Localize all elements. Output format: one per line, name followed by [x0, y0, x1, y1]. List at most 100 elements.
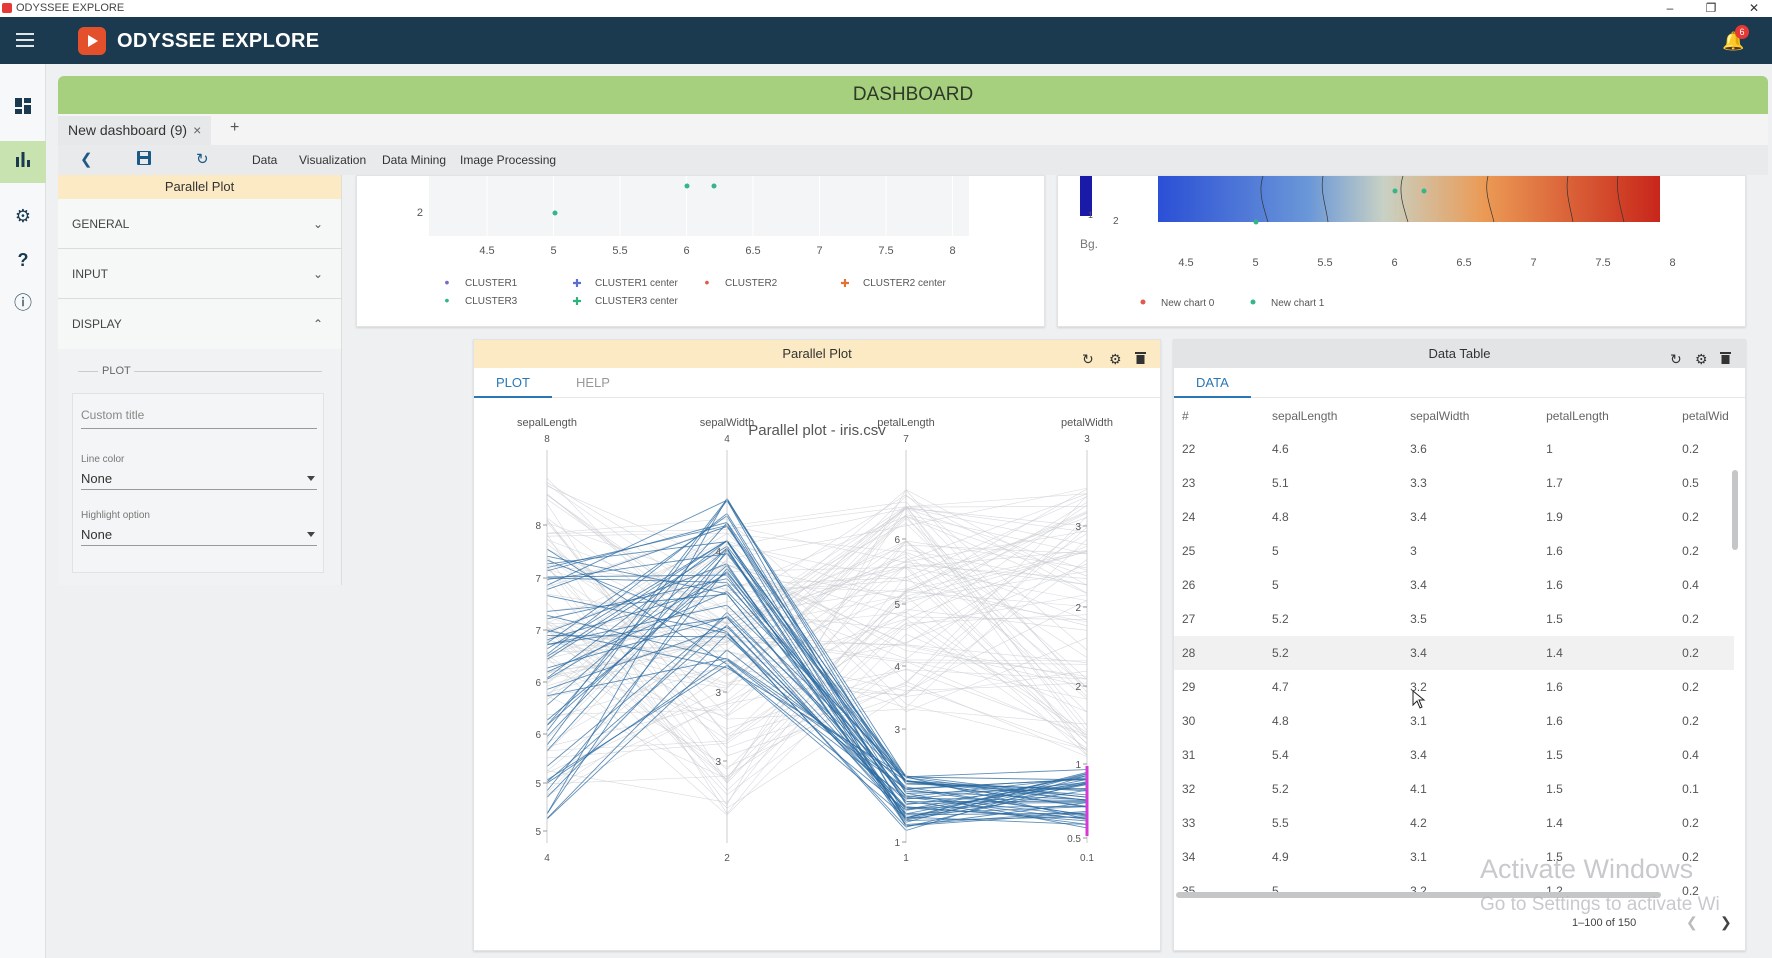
close-tab-icon[interactable]: ×: [193, 122, 202, 138]
section-input[interactable]: INPUT ⌄: [58, 249, 341, 299]
maximize-button[interactable]: ❐: [1705, 1, 1717, 15]
faded-line: [546, 641, 1088, 736]
faded-line: [546, 494, 1088, 753]
table-cell: 24: [1182, 510, 1196, 524]
table-row[interactable]: 26 5 3.4 1.6 0.4: [1174, 568, 1734, 602]
table-cell: 4.8: [1271, 510, 1289, 524]
menu-icon[interactable]: [16, 33, 34, 47]
table-cell: 3.4: [1410, 748, 1427, 762]
add-tab-button[interactable]: +: [230, 119, 240, 136]
menu-image-processing[interactable]: Image Processing: [460, 153, 557, 167]
legend-label: New chart 1: [1271, 298, 1325, 309]
table-cell: 0.5: [1682, 476, 1699, 490]
table-cell: 5: [1271, 884, 1279, 898]
info-icon[interactable]: ⓘ: [14, 293, 32, 313]
table-row[interactable]: 24 4.8 3.4 1.9 0.2: [1174, 500, 1734, 534]
menu-visualization[interactable]: Visualization: [299, 153, 367, 167]
column-header[interactable]: sepalLength: [1271, 409, 1338, 423]
table-row[interactable]: 25 5 3 1.6 0.2: [1174, 534, 1734, 568]
menu-data-mining[interactable]: Data Mining: [382, 153, 447, 167]
next-page-icon[interactable]: ❯: [1720, 914, 1732, 930]
vertical-scrollbar[interactable]: [1732, 470, 1738, 550]
tab-help[interactable]: HELP: [576, 375, 610, 390]
colorbar-tick: 1: [1088, 210, 1093, 220]
legend-marker: •: [445, 274, 450, 290]
tab-new-dashboard[interactable]: New dashboard (9) ×: [58, 116, 212, 145]
line-color-select[interactable]: Line color None: [81, 454, 317, 490]
column-header[interactable]: sepalWidth: [1410, 409, 1470, 423]
delete-icon[interactable]: [1135, 345, 1146, 373]
menu-data[interactable]: Data: [252, 153, 278, 167]
table-cell: 5.5: [1271, 816, 1289, 830]
highlight-option-select[interactable]: Highlight option None: [81, 510, 317, 546]
table-row[interactable]: 27 5.2 3.5 1.5 0.2: [1174, 602, 1734, 636]
table-row[interactable]: 33 5.5 4.2 1.4 0.2: [1174, 806, 1734, 840]
prev-page-icon[interactable]: ❮: [1686, 914, 1698, 930]
tab-data[interactable]: DATA: [1174, 368, 1251, 398]
highlight-line: [546, 574, 1088, 819]
tab-label: New dashboard (9): [68, 122, 188, 138]
tab-plot[interactable]: PLOT: [474, 368, 552, 398]
refresh-icon[interactable]: ↻: [1082, 351, 1094, 367]
highlight-line: [546, 553, 1088, 796]
table-cell: 3.1: [1410, 850, 1427, 864]
table-row[interactable]: 29 4.7 3.2 1.6 0.2: [1174, 670, 1734, 704]
card-tabs: DATA: [1174, 368, 1745, 398]
minimize-button[interactable]: –: [1666, 1, 1674, 15]
activation-watermark: Activate Windows: [1480, 854, 1694, 884]
highlight-line: [546, 630, 1088, 778]
axis-min: 1: [903, 853, 909, 864]
gear-icon[interactable]: ⚙: [1695, 351, 1708, 367]
table-cell: 5: [1271, 544, 1279, 558]
table-cell: 0.2: [1682, 646, 1699, 660]
custom-title-field[interactable]: Custom title: [81, 408, 317, 429]
tick-label: 6: [535, 678, 541, 689]
help-icon[interactable]: ?: [17, 250, 29, 270]
table-row[interactable]: 32 5.2 4.1 1.5 0.1: [1174, 772, 1734, 806]
window-title: ODYSSEE EXPLORE: [16, 2, 125, 14]
contour-chart: 1 2 Bg. 4.5 5 5.5 6 6.5 7 7.5 8 New chart 0 New …: [1080, 175, 1676, 309]
axis-name: sepalWidth: [700, 417, 754, 429]
refresh-icon[interactable]: ↻: [196, 151, 209, 168]
table-row[interactable]: 34 4.9 3.1 1.5 0.2: [1174, 840, 1734, 874]
legend-marker: [1250, 299, 1256, 305]
tick-label: 4: [894, 662, 900, 673]
section-display[interactable]: DISPLAY ⌃: [58, 299, 341, 349]
table-cell: 5.2: [1271, 612, 1289, 626]
cluster-chart-card: 2 4.5 5 5.5 6 6.5 7 7.5 8 • CLUSTER1 ✚ CLUSTER1 ce…: [356, 175, 1045, 327]
gear-icon[interactable]: ⚙: [1109, 351, 1122, 367]
table-row[interactable]: 23 5.1 3.3 1.7 0.5: [1174, 466, 1734, 500]
column-header[interactable]: petalLength: [1546, 409, 1609, 423]
table-cell: 3.5: [1410, 612, 1427, 626]
save-icon[interactable]: [136, 150, 152, 170]
faded-line: [546, 518, 1088, 757]
table-row[interactable]: 28 5.2 3.4 1.4 0.2: [1174, 636, 1734, 670]
close-window-button[interactable]: ✕: [1748, 1, 1760, 15]
faded-line: [546, 493, 1088, 534]
table-row[interactable]: 22 4.6 3.6 1 0.2: [1174, 432, 1734, 466]
table-row[interactable]: 31 5.4 3.4 1.5 0.4: [1174, 738, 1734, 772]
table-cell: 1.5: [1546, 612, 1563, 626]
back-arrow-icon[interactable]: ❮: [80, 151, 93, 168]
delete-icon[interactable]: [1720, 345, 1731, 373]
table-row[interactable]: 30 4.8 3.1 1.6 0.2: [1174, 704, 1734, 738]
refresh-icon[interactable]: ↻: [1670, 351, 1682, 367]
tick-label: 7: [535, 626, 541, 637]
axis-min: 0.1: [1080, 853, 1094, 864]
legend-marker: •: [705, 274, 710, 290]
dashboard-icon[interactable]: [10, 96, 36, 122]
section-general[interactable]: GENERAL ⌄: [58, 199, 341, 249]
horizontal-scrollbar[interactable]: [1176, 892, 1661, 898]
tick-label: 6: [894, 535, 900, 546]
display-options-box: Custom title Line color None Highlight o…: [72, 393, 324, 573]
chevron-up-icon: ⌃: [312, 317, 323, 331]
settings-gear-icon[interactable]: ⚙: [14, 206, 32, 226]
table-cell: 26: [1182, 578, 1196, 592]
column-header[interactable]: #: [1182, 409, 1189, 423]
highlight-option-value: None: [81, 527, 113, 542]
column-header[interactable]: petalWid: [1682, 409, 1729, 423]
x-tick-label: 7: [1530, 257, 1536, 269]
bar-chart-icon[interactable]: [10, 149, 36, 175]
faded-line: [546, 512, 1088, 592]
chevron-down-icon: ⌄: [312, 217, 323, 231]
